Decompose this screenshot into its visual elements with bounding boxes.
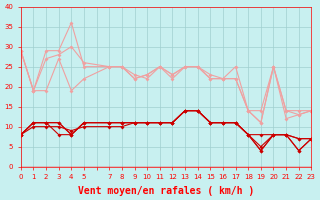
X-axis label: Vent moyen/en rafales ( km/h ): Vent moyen/en rafales ( km/h ) xyxy=(78,186,254,196)
